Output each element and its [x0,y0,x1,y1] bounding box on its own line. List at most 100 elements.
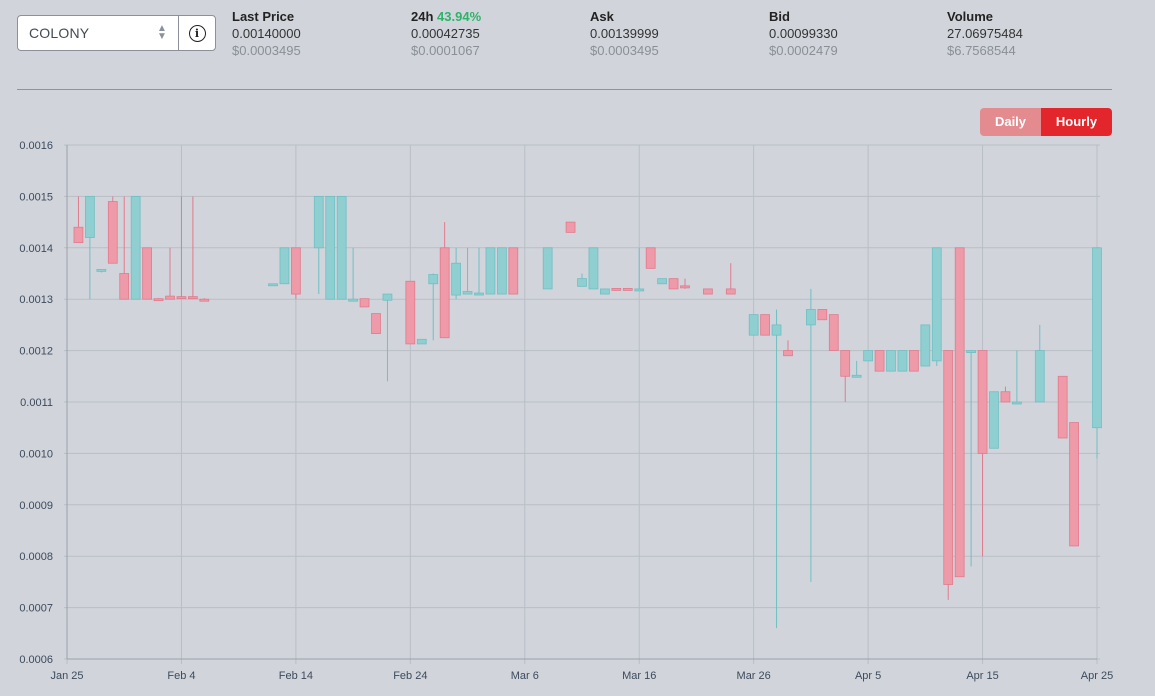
candle [325,195,336,300]
candle-body [966,350,976,354]
daily-button[interactable]: Daily [980,108,1041,136]
candle [611,288,622,291]
candle-body [909,350,919,372]
stat-label: Ask [590,9,614,24]
y-tick-label: 0.0014 [19,243,53,255]
candle [874,350,885,372]
candle-body [199,298,210,302]
candle-body [851,374,862,378]
stat-bid: Bid 0.00099330 $0.0002479 [769,8,838,59]
candle-body [485,247,496,295]
candle-body [840,350,851,377]
candle [96,268,107,273]
candle [657,278,667,285]
candle-body [165,295,175,300]
candle [909,350,919,372]
candle-body [725,288,736,295]
candle [107,196,118,264]
candle-body [588,247,599,290]
y-tick-label: 0.0008 [19,551,53,563]
candle [783,340,793,357]
candle [1057,375,1068,439]
stat-value: 0.00042735 [411,26,480,41]
hourly-button[interactable]: Hourly [1041,108,1112,136]
stat-label: Bid [769,9,790,24]
market-selector-value: COLONY [29,25,90,41]
candle [176,196,187,300]
candle [474,247,484,296]
stat-usd: $0.0003495 [232,43,301,58]
candle [931,247,942,367]
candle-body [268,283,278,287]
candle [359,298,370,308]
candle-body [1012,401,1022,405]
candle [863,350,873,362]
candle [199,298,210,302]
candle-body [565,221,576,233]
x-tick-label: Feb 14 [279,670,313,682]
candle [622,287,633,291]
candle [542,247,553,290]
candle-body [119,273,130,300]
x-tick-label: Apr 15 [966,670,998,682]
candle-body [943,350,954,585]
candle [508,247,519,295]
stat-change-percent: 43.94% [437,9,482,24]
info-icon: i [188,24,206,42]
candle-body [931,247,942,362]
stat-usd: $6.7568544 [947,43,1016,58]
y-tick-label: 0.0010 [19,448,53,460]
candle [348,247,358,302]
candle-body [508,247,519,295]
candle [634,247,645,292]
market-selector[interactable]: COLONY ▲ ▼ i [17,15,216,51]
candle-body [828,314,839,351]
candle [1034,324,1045,403]
candle-body [371,313,381,335]
candle [130,195,141,300]
candle-body [634,288,645,292]
candle [851,360,862,378]
stat-volume: Volume 27.06975484 $6.7568544 [947,8,1023,59]
y-tick-label: 0.0015 [19,191,53,203]
candle [748,314,759,336]
candle [439,222,450,339]
candle [165,247,175,300]
candle-body [863,350,873,362]
candle [703,288,713,295]
candle [1000,386,1011,403]
candle [668,278,679,290]
stat-value: 0.00099330 [769,26,838,41]
y-tick-label: 0.0012 [19,346,53,358]
candle-body [73,226,84,244]
candle-body [348,298,358,302]
candle-body [886,350,896,372]
candle [817,309,828,321]
candle-body [806,309,816,326]
chart-grid [64,144,1100,664]
x-tick-label: Feb 24 [393,670,427,682]
candle-body [153,298,164,302]
stat-label-text: 24h [411,9,434,24]
candle-body [657,278,667,285]
candle-body [107,201,118,264]
candle-body [954,247,965,578]
candle [1069,422,1079,547]
info-button[interactable]: i [178,16,215,50]
candle [577,273,587,287]
candle-body [977,350,988,454]
candle [966,350,976,567]
candle-body [760,314,770,336]
candle-body [783,350,793,357]
candle [291,247,301,300]
y-tick-label: 0.0009 [19,500,53,512]
candle [85,195,95,300]
candle-body [405,280,416,345]
y-tick-label: 0.0011 [20,397,53,409]
stat-usd: $0.0003495 [590,43,659,58]
candle-body [1000,391,1011,403]
candle-body [96,268,107,272]
candle-body [600,288,610,295]
candle [142,247,152,300]
